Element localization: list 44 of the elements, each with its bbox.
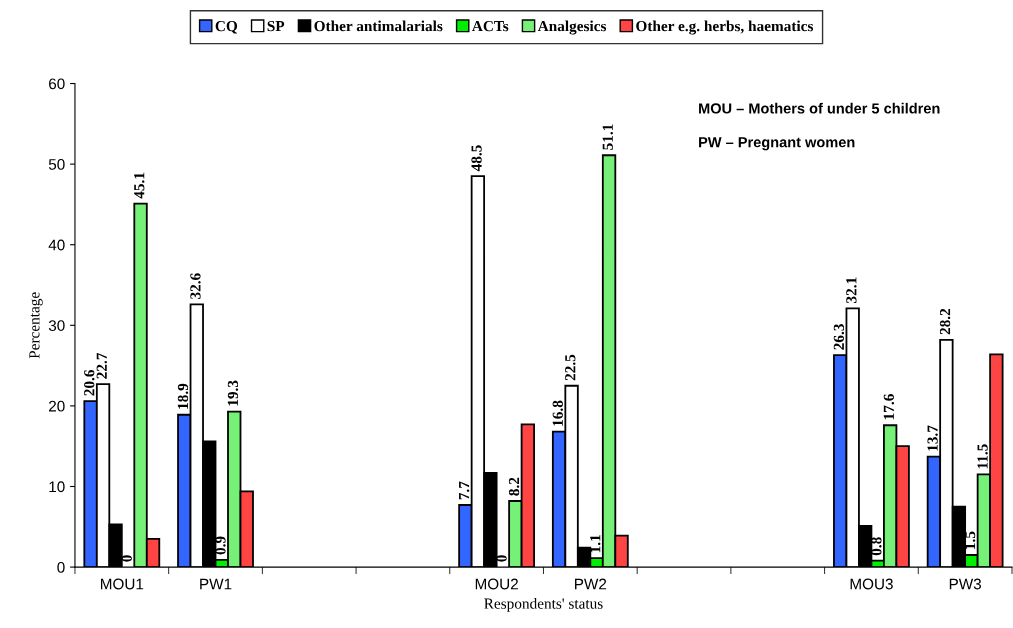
x-tick-label: MOU3 [850,578,893,590]
legend-label: Other e.g. herbs, haematics [636,20,814,35]
data-label: 19.3 [227,380,239,406]
annotation: PW – Pregnant women [699,137,855,151]
annotation: MOU – Mothers of under 5 children [699,102,940,114]
data-label: 0 [121,555,132,562]
legend-label: SP [267,20,285,32]
y-tick-label: 20 [49,400,65,412]
data-label: 17.6 [883,394,895,420]
data-label: 22.7 [96,352,107,379]
x-tick-label: PW2 [575,578,607,590]
data-label: 8.2 [508,477,520,496]
legend-label: ACTs [472,20,509,32]
data-label: 51.1 [602,124,613,150]
data-label: 1.1 [590,535,601,553]
data-label: 11.5 [977,444,988,469]
y-axis-title: Percentage [29,292,43,359]
data-label: 0 [496,555,507,562]
y-tick-label: 30 [48,320,65,331]
data-label: 26.3 [833,324,845,350]
data-label: 48.5 [471,145,482,172]
data-label: 32.1 [846,277,857,303]
y-tick-label: 0 [57,561,65,573]
x-tick-label: MOU2 [475,578,518,590]
y-tick-label: 10 [49,481,65,493]
data-label: 7.7 [459,481,470,500]
data-label: 45.1 [134,172,145,199]
legend-label: Other antimalarials [314,20,443,32]
data-label: 20.6 [84,369,95,396]
data-label: 13.7 [927,425,938,451]
data-label: 22.5 [565,354,576,381]
data-label: 18.9 [177,383,189,409]
data-label: 16.8 [552,400,563,426]
x-tick-label: MOU1 [101,578,144,590]
legend-label: CQ [215,20,238,34]
y-tick-label: 50 [48,158,65,170]
legend-label: Analgesics [537,20,607,35]
y-tick-label: 60 [49,78,65,90]
x-tick-label: PW3 [949,578,982,590]
data-label: 28.2 [939,308,951,335]
data-label: 32.6 [190,273,201,299]
y-tick-label: 40 [48,239,65,251]
x-tick-label: PW1 [200,578,232,590]
x-axis-title: Respondents' status [484,597,603,612]
